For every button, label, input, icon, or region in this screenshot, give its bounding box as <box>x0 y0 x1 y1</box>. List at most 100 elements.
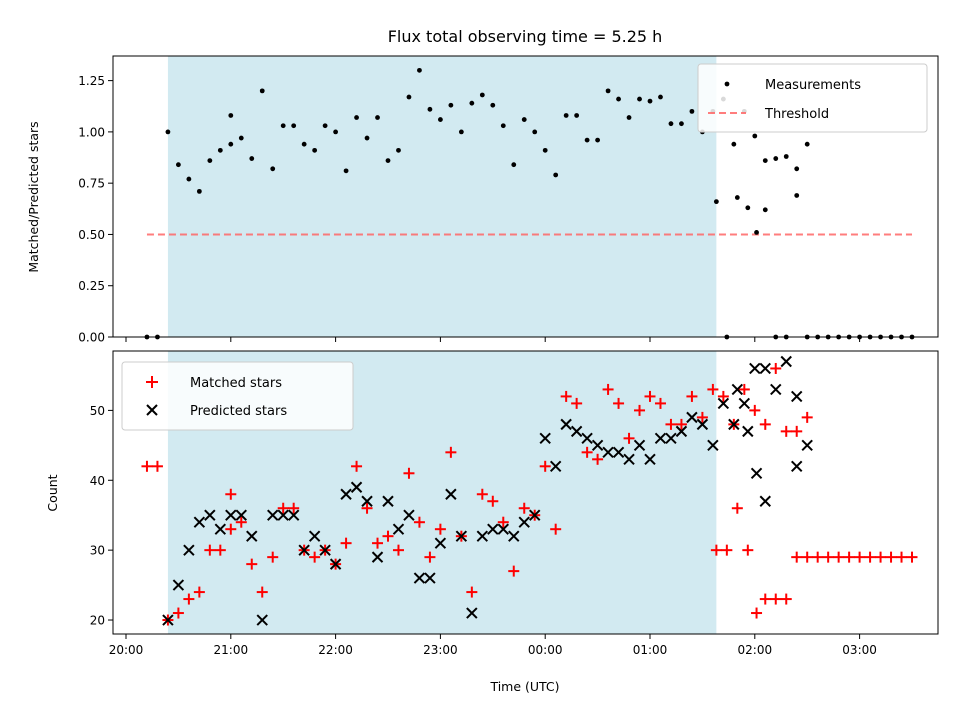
bottom-y-axis-ticks: 20 30 40 50 <box>90 404 113 628</box>
bottom-y-tick-label: 20 <box>90 614 105 628</box>
predicted-star-point <box>298 544 310 556</box>
predicted-star-point <box>455 530 468 542</box>
predicted-star-point <box>675 425 688 438</box>
legend-threshold-label: Threshold <box>764 107 829 122</box>
measurement-point <box>301 141 307 147</box>
predicted-star-point <box>487 523 499 535</box>
measurement-point <box>734 195 740 200</box>
predicted-star-point <box>731 383 744 396</box>
predicted-star-point <box>508 530 520 542</box>
measurement-point <box>553 172 559 178</box>
predicted-star-point <box>214 523 227 535</box>
top-y-tick-label: 0.25 <box>78 279 105 293</box>
measurement-point <box>626 115 632 120</box>
top-y-tick-label: 0.50 <box>78 228 105 242</box>
measurement-point <box>584 137 590 143</box>
x-tick-label: 03:00 <box>842 643 877 657</box>
matched-star-point <box>172 607 184 619</box>
matched-star-point <box>731 502 743 514</box>
predicted-star-point <box>717 397 730 410</box>
predicted-star-point <box>791 460 803 473</box>
bottom-y-tick-label: 30 <box>90 544 105 558</box>
matched-star-point <box>351 460 363 472</box>
matched-star-point <box>141 460 153 472</box>
predicted-star-point <box>770 383 782 396</box>
predicted-star-point <box>445 488 457 500</box>
top-legend: Measurements Threshold <box>697 63 928 133</box>
matched-star-point <box>801 551 813 563</box>
matched-star-point <box>445 446 457 458</box>
measurement-point <box>745 205 751 211</box>
measurement-point <box>752 133 758 139</box>
bottom-panel: 20 30 40 50 20:00 21:00 22:00 23:00 00:00 01:00 0… <box>45 350 939 694</box>
measurement-point <box>658 94 663 100</box>
matched-star-point <box>749 404 761 416</box>
measurement-point <box>343 168 349 174</box>
matched-star-point <box>665 418 677 430</box>
predicted-star-point <box>434 537 447 549</box>
measurement-point <box>186 176 192 182</box>
matched-star-point <box>644 390 656 402</box>
measurement-point <box>228 113 234 118</box>
measurement-point <box>364 135 370 141</box>
observing-window-shade <box>167 56 717 337</box>
matched-star-point <box>487 495 499 507</box>
predicted-star-point <box>612 446 625 459</box>
predicted-star-point <box>529 509 541 521</box>
matched-star-point <box>539 460 551 472</box>
predicted-star-point <box>707 439 719 452</box>
predicted-star-point <box>476 530 489 542</box>
legend-measurements-marker <box>724 81 730 87</box>
matched-star-point <box>791 425 803 437</box>
measurement-point <box>479 92 485 98</box>
bottom-y-axis-label: Count <box>45 474 60 511</box>
measurement-point <box>762 207 768 213</box>
matched-star-point <box>602 383 614 395</box>
measurement-point <box>270 166 276 172</box>
measurement-point <box>783 154 789 159</box>
matched-star-point <box>759 418 771 430</box>
measurement-point <box>312 147 318 153</box>
predicted-star-point <box>382 495 394 507</box>
predicted-star-point <box>738 397 751 410</box>
measurement-point <box>354 115 359 120</box>
measurement-point <box>595 137 600 143</box>
measurement-point <box>249 156 255 161</box>
measurement-point <box>165 129 171 135</box>
matched-star-point <box>476 488 488 500</box>
matched-star-point <box>214 544 226 556</box>
predicted-star-point <box>246 530 258 542</box>
matched-star-point <box>791 551 803 563</box>
matched-star-point <box>508 565 520 577</box>
predicted-star-point <box>728 418 740 431</box>
measurement-point <box>637 96 642 102</box>
x-tick-label: 20:00 <box>109 643 144 657</box>
predicted-star-point <box>162 614 174 626</box>
x-tick-label: 22:00 <box>318 643 353 657</box>
matched-star-point <box>875 551 887 563</box>
bottom-legend: Matched stars Predicted stars <box>121 361 354 431</box>
predicted-star-point <box>591 439 604 452</box>
predicted-star-point <box>560 418 572 431</box>
predicted-star-point <box>371 551 384 563</box>
matched-star-point <box>721 544 733 556</box>
top-panel: Flux total observing time = 5.25 h 0.000… <box>26 27 939 345</box>
matched-star-point <box>759 593 771 605</box>
measurement-point <box>689 108 695 114</box>
predicted-star-point <box>350 481 363 493</box>
measurement-point <box>754 229 759 235</box>
top-x-axis-ticks <box>125 337 861 342</box>
predicted-star-point <box>329 558 342 570</box>
chart-title: Flux total observing time = 5.25 h <box>388 27 663 46</box>
predicted-star-point <box>193 516 206 528</box>
predicted-star-point <box>602 446 614 459</box>
matched-star-point <box>770 362 782 374</box>
legend-measurements-label: Measurements <box>765 78 861 93</box>
predicted-star-point <box>581 432 593 445</box>
measurement-point <box>259 88 265 94</box>
predicted-star-point <box>742 425 754 438</box>
matched-star-point <box>151 460 163 472</box>
top-y-tick-label: 1.00 <box>78 125 105 139</box>
measurement-point <box>333 129 338 135</box>
predicted-star-point <box>392 523 405 535</box>
